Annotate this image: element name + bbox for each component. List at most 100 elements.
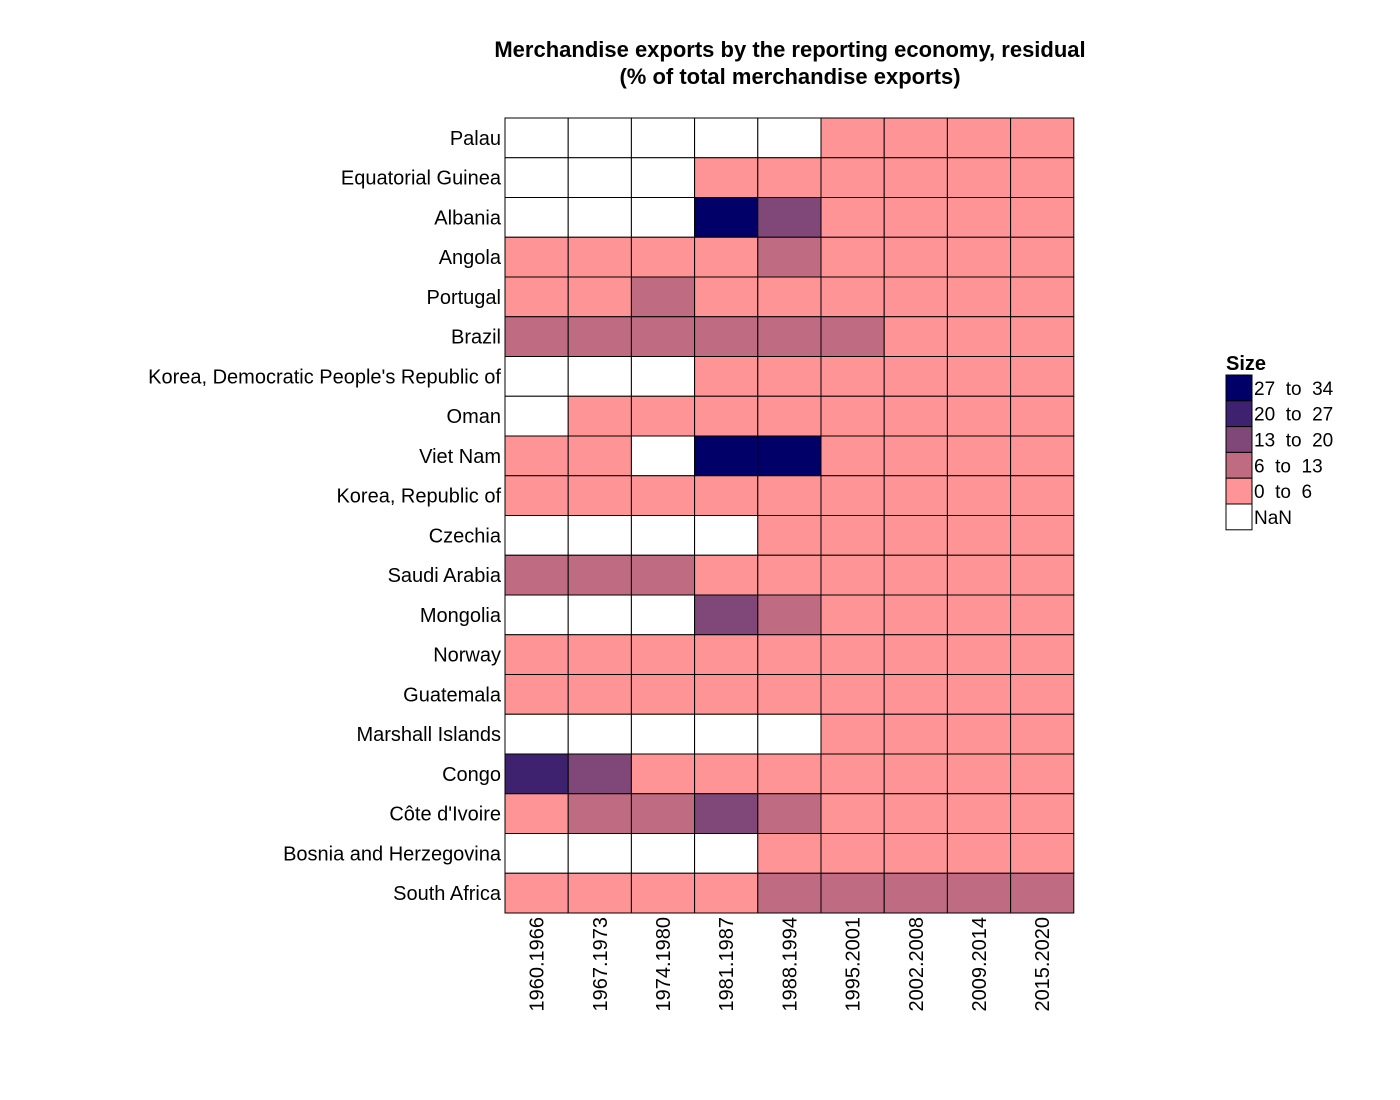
heatmap-cell: [946, 833, 1012, 874]
heatmap-cell: [1010, 157, 1075, 198]
heatmap-cell: [567, 395, 632, 437]
heatmap-cell: [757, 594, 822, 636]
heatmap-cell: [1010, 594, 1075, 636]
y-axis-labels: Palau Equatorial Guinea Albania Angola Portu…: [148, 128, 502, 905]
heatmap-cell: [630, 634, 696, 675]
heatmap-cells: [504, 117, 1075, 914]
y-tick-label: Viet Nam: [419, 446, 501, 468]
heatmap-cell: [567, 117, 632, 159]
heatmap-cell: [757, 872, 822, 914]
heatmap-cell: [883, 356, 948, 397]
heatmap-cell: [567, 356, 632, 397]
heatmap-cell: [694, 316, 759, 357]
heatmap-cell: [757, 316, 822, 357]
heatmap-cell: [630, 435, 696, 477]
x-tick-label: 1988.1994: [779, 917, 801, 1012]
y-tick-label: Mongolia: [420, 605, 502, 627]
heatmap-cell: [630, 872, 696, 914]
heatmap-cell: [567, 157, 632, 198]
heatmap-cell: [820, 236, 885, 278]
legend: Size 27 to 34 20 to 27 13 to 20 6 to 13 0 to…: [1225, 353, 1334, 531]
heatmap-cell: [1010, 435, 1075, 477]
heatmap-cell: [946, 356, 1012, 397]
heatmap-cell: [504, 435, 569, 477]
y-tick-label: Czechia: [429, 525, 502, 547]
heatmap-cell: [630, 674, 696, 715]
y-tick-label: Portugal: [427, 287, 502, 309]
heatmap-cell: [946, 554, 1012, 596]
heatmap-cell: [820, 793, 885, 834]
heatmap-cell: [694, 395, 759, 437]
heatmap-cell: [1010, 276, 1075, 318]
y-tick-label: Angola: [439, 247, 502, 269]
heatmap-cell: [504, 872, 569, 914]
heatmap-cell: [757, 713, 822, 755]
heatmap-cell: [567, 634, 632, 675]
heatmap-cell: [883, 872, 948, 914]
heatmap-cell: [757, 554, 822, 596]
heatmap-cell: [630, 833, 696, 874]
legend-swatch: [1225, 374, 1253, 402]
heatmap-cell: [504, 634, 569, 675]
x-tick-label: 1981.1987: [716, 917, 738, 1012]
heatmap-cell: [630, 236, 696, 278]
heatmap-cell: [946, 594, 1012, 636]
heatmap-cell: [694, 276, 759, 318]
heatmap-cell: [630, 316, 696, 357]
heatmap-cell: [757, 634, 822, 675]
heatmap-cell: [630, 554, 696, 596]
heatmap-cell: [1010, 872, 1075, 914]
legend-title: Size: [1226, 353, 1266, 375]
legend-swatch: [1225, 503, 1253, 531]
heatmap-cell: [946, 793, 1012, 834]
heatmap-cell: [694, 515, 759, 556]
heatmap-cell: [883, 713, 948, 755]
heatmap-cell: [630, 276, 696, 318]
heatmap-cell: [946, 157, 1012, 198]
heatmap-cell: [504, 833, 569, 874]
heatmap-cell: [567, 554, 632, 596]
heatmap-cell: [1010, 236, 1075, 278]
legend-swatch: [1225, 451, 1253, 479]
heatmap-cell: [757, 435, 822, 477]
heatmap-cell: [1010, 197, 1075, 238]
x-tick-label: 1960.1966: [527, 917, 549, 1012]
heatmap-cell: [694, 157, 759, 198]
heatmap-cell: [694, 872, 759, 914]
y-tick-label: Oman: [447, 406, 501, 428]
heatmap-cell: [694, 197, 759, 238]
x-tick-label: 1995.2001: [843, 917, 865, 1012]
heatmap-cell: [567, 276, 632, 318]
x-tick-label: 2002.2008: [906, 917, 928, 1012]
y-tick-label: Norway: [433, 645, 501, 667]
heatmap-cell: [504, 157, 569, 198]
legend-label: 20 to 27: [1254, 405, 1333, 426]
heatmap-cell: [757, 117, 822, 159]
legend-label: 13 to 20: [1254, 431, 1333, 452]
heatmap-cell: [883, 753, 948, 795]
heatmap-cell: [694, 594, 759, 636]
heatmap-cell: [883, 316, 948, 357]
heatmap-cell: [694, 435, 759, 477]
heatmap-cell: [567, 515, 632, 556]
heatmap-cell: [694, 713, 759, 755]
heatmap-cell: [504, 236, 569, 278]
heatmap-cell: [1010, 634, 1075, 675]
heatmap-cell: [504, 713, 569, 755]
y-tick-label: Korea, Democratic People's Republic of: [148, 366, 501, 388]
heatmap-cell: [504, 117, 569, 159]
heatmap-cell: [1010, 674, 1075, 715]
heatmap-cell: [504, 674, 569, 715]
heatmap-cell: [630, 117, 696, 159]
heatmap-cell: [504, 515, 569, 556]
heatmap-cell: [946, 117, 1012, 159]
heatmap-cell: [757, 395, 822, 437]
heatmap-cell: [757, 356, 822, 397]
y-tick-label: Korea, Republic of: [336, 486, 501, 508]
legend-swatch: [1225, 477, 1253, 505]
heatmap-cell: [1010, 713, 1075, 755]
heatmap-cell: [883, 157, 948, 198]
heatmap-cell: [567, 475, 632, 516]
y-tick-label: Albania: [434, 207, 502, 229]
heatmap-cell: [694, 833, 759, 874]
